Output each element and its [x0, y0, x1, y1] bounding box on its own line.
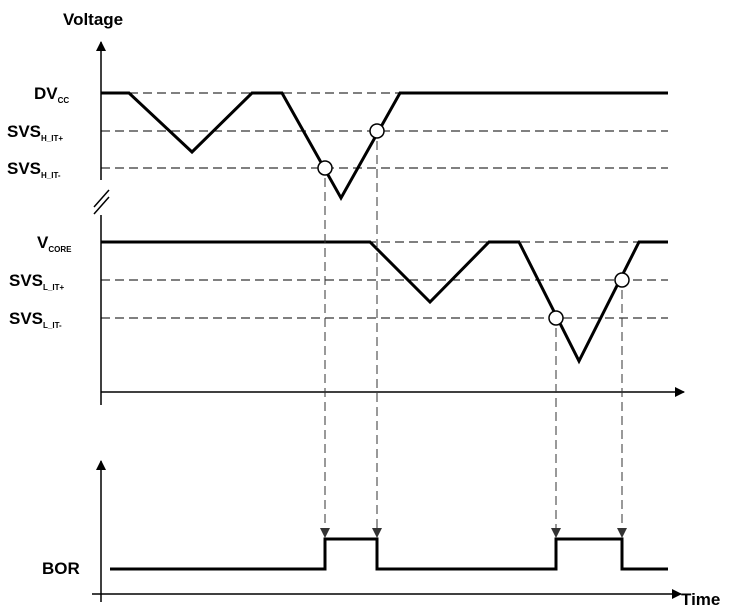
- bor-transition-arrows: [320, 141, 627, 538]
- vcore-waveform: [101, 240, 668, 365]
- bor-label: BOR: [42, 559, 80, 578]
- crossing-marker-svs-l-it-plus: [614, 272, 630, 288]
- axis-break-mark-1: [93, 189, 110, 208]
- crossing-marker-svs-l-it-minus: [548, 310, 564, 326]
- dvcc-waveform: [101, 91, 668, 202]
- vcore-label: VCORE: [37, 233, 72, 254]
- dvcc-label: DVCC: [34, 84, 69, 105]
- crossing-markers: [317, 123, 630, 326]
- axis-break-mark-2: [93, 196, 110, 215]
- svs-h-it-plus-label: SVSH_IT+: [7, 122, 63, 143]
- svs-l-it-minus-label: SVSL_IT-: [9, 309, 62, 330]
- voltage-axis-label: Voltage: [63, 10, 123, 29]
- bor-signal: [110, 537, 668, 571]
- crossing-marker-svs-h-it-plus: [369, 123, 385, 139]
- svs-h-it-minus-label: SVSH_IT-: [7, 159, 61, 180]
- threshold-lines: [101, 92, 668, 319]
- svs-l-it-plus-label: SVSL_IT+: [9, 271, 64, 292]
- time-axis-label: Time: [681, 590, 720, 609]
- crossing-marker-svs-h-it-minus: [317, 160, 333, 176]
